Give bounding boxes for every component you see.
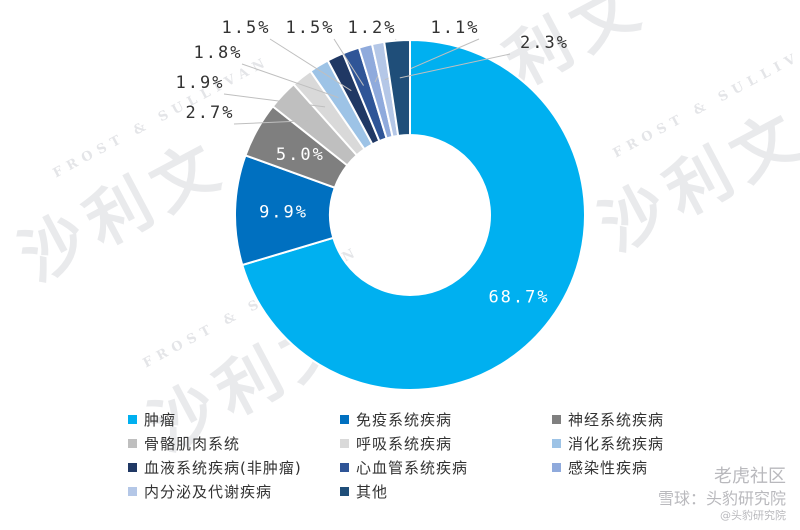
legend-item: 免疫系统疾病 <box>340 411 552 429</box>
legend-swatch <box>340 463 349 472</box>
legend-label: 内分泌及代谢疾病 <box>144 483 273 501</box>
leader-line <box>241 63 339 99</box>
legend-label: 感染性疾病 <box>568 459 649 477</box>
data-label: 5.0% <box>276 145 325 165</box>
data-label: 1.1% <box>431 18 480 38</box>
legend-swatch <box>552 463 561 472</box>
data-label: 1.9% <box>176 73 225 93</box>
leader-line <box>269 38 352 92</box>
leader-line <box>333 38 364 86</box>
legend-label: 神经系统疾病 <box>568 411 665 429</box>
legend-swatch <box>128 415 137 424</box>
legend-label: 其他 <box>356 483 389 501</box>
legend-item: 骨骼肌肉系统 <box>128 435 340 453</box>
legend-item: 肿瘤 <box>128 411 340 429</box>
legend-label: 免疫系统疾病 <box>356 411 453 429</box>
data-label: 2.7% <box>186 103 235 123</box>
legend-swatch <box>552 415 561 424</box>
data-label: 2.3% <box>520 33 569 53</box>
badge-line-2: 雪球：头豹研究院 <box>657 489 786 508</box>
legend-label: 呼吸系统疾病 <box>356 435 453 453</box>
donut-chart: 68.7% 9.9% 5.0% 2.7% 1.9% 1.8% 1.5% 1.5% 1.2% 1.1… <box>176 18 586 391</box>
leader-line <box>223 93 326 108</box>
legend-item: 消化系统疾病 <box>552 435 748 453</box>
data-label: 1.5% <box>286 18 335 38</box>
legend-item: 其他 <box>340 483 552 501</box>
legend-label: 心血管系统疾病 <box>356 459 469 477</box>
data-label: 1.2% <box>348 18 397 38</box>
data-label: 1.8% <box>194 43 243 63</box>
legend-swatch <box>552 439 561 448</box>
legend-swatch <box>128 487 137 496</box>
data-label: 1.5% <box>222 18 271 38</box>
legend-item: 内分泌及代谢疾病 <box>128 483 340 501</box>
badge-line-1: 老虎社区 <box>714 466 786 487</box>
chart-legend: 肿瘤 免疫系统疾病 神经系统疾病骨骼肌肉系统 呼吸系统疾病 消化系统疾病血液系统疾病(非… <box>128 411 748 501</box>
data-label: 9.9% <box>259 202 308 222</box>
legend-swatch <box>128 463 137 472</box>
legend-label: 骨骼肌肉系统 <box>144 435 241 453</box>
legend-item: 感染性疾病 <box>552 459 748 477</box>
leader-line <box>233 120 311 125</box>
legend-swatch <box>340 415 349 424</box>
badge-line-3: @头豹研究院 <box>720 509 786 522</box>
donut-slice <box>383 38 411 138</box>
source-badge: 老虎社区 雪球：头豹研究院 @头豹研究院 <box>658 466 786 522</box>
legend-label: 血液系统疾病(非肿瘤) <box>144 459 302 477</box>
legend-item: 呼吸系统疾病 <box>340 435 552 453</box>
legend-item: 神经系统疾病 <box>552 411 748 429</box>
leader-line <box>399 53 511 79</box>
legend-label: 消化系统疾病 <box>568 435 665 453</box>
legend-label: 肿瘤 <box>144 411 177 429</box>
donut-slice <box>241 38 586 391</box>
legend-item: 血液系统疾病(非肿瘤) <box>128 459 340 477</box>
data-label: 68.7% <box>488 287 549 307</box>
legend-swatch <box>340 487 349 496</box>
legend-swatch <box>340 439 349 448</box>
legend-swatch <box>128 439 137 448</box>
legend-item: 心血管系统疾病 <box>340 459 552 477</box>
